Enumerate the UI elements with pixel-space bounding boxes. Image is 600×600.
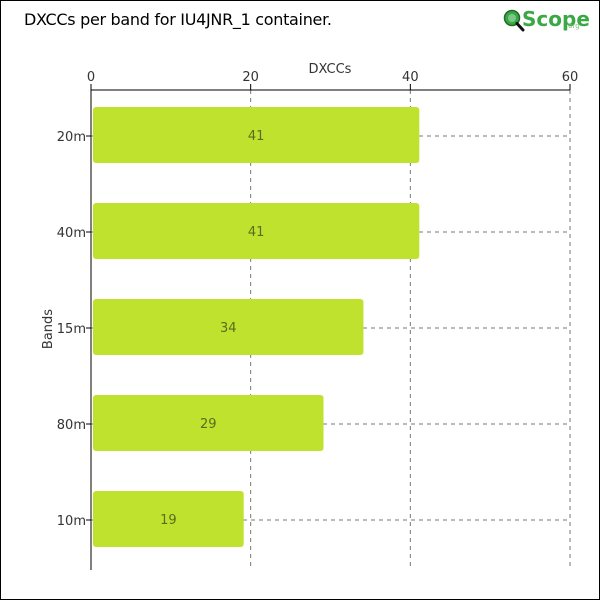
y-tick-label: 10m <box>57 514 86 529</box>
x-axis-title: DXCCs <box>309 62 352 77</box>
bar-value-label: 34 <box>220 321 237 336</box>
bar-40m <box>93 203 420 259</box>
bar-value-label: 19 <box>160 513 177 528</box>
logo-name: Scope <box>522 7 590 31</box>
x-tick-label: 60 <box>562 70 579 85</box>
bar-15m <box>93 299 364 355</box>
x-tick-label: 0 <box>87 70 95 85</box>
y-axis-title: Bands <box>41 309 56 349</box>
chart-title: DXCCs per band for IU4JNR_1 container. <box>24 10 332 29</box>
y-tick-label: 20m <box>57 130 86 145</box>
y-tick-label: 40m <box>57 226 86 241</box>
bars: 41 41 34 29 19 <box>93 107 420 547</box>
magnifier-icon <box>503 9 525 32</box>
logo-suffix: .org <box>566 22 580 30</box>
scope-logo: Scope .org <box>500 5 590 37</box>
bar-10m <box>93 491 244 547</box>
bar-80m <box>93 395 324 451</box>
x-tick-label: 20 <box>242 70 259 85</box>
axes: 0 20 40 60 20m 40m 15m 80m 10m <box>57 70 578 570</box>
bar-value-label: 41 <box>248 129 265 144</box>
y-tick-label: 15m <box>57 322 86 337</box>
y-tick-label: 80m <box>57 418 86 433</box>
x-tick-label: 40 <box>402 70 419 85</box>
bar-value-label: 29 <box>200 417 217 432</box>
bar-20m <box>93 107 420 163</box>
bar-value-label: 41 <box>248 225 265 240</box>
